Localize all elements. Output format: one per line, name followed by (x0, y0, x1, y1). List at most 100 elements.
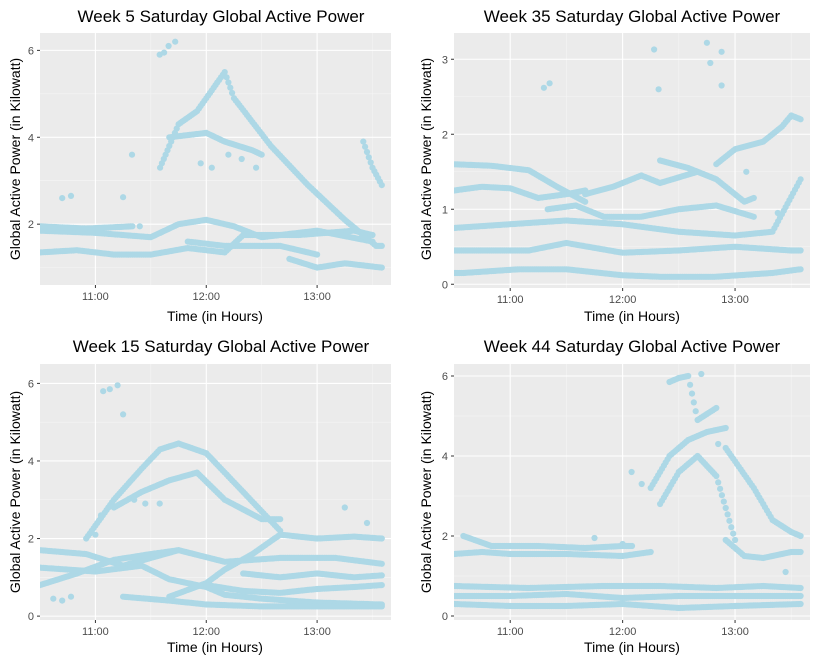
data-point (120, 194, 127, 201)
data-point (724, 511, 731, 518)
x-tick-label: 13:00 (303, 291, 331, 303)
y-tick-label: 6 (28, 378, 34, 390)
y-tick-label: 0 (442, 279, 448, 291)
data-points (40, 382, 385, 610)
data-point (131, 496, 138, 503)
data-point (208, 164, 215, 171)
x-tick-label: 12:00 (609, 294, 637, 306)
x-tick-label: 11:00 (82, 626, 109, 638)
data-point (378, 560, 385, 567)
data-point (728, 524, 735, 531)
chart-panel-week5: Week 5 Saturday Global Active Power 11:0… (7, 7, 391, 324)
data-point (378, 182, 385, 189)
data-point (726, 517, 733, 524)
data-point (100, 388, 107, 395)
data-point (378, 572, 385, 579)
data-points (454, 370, 804, 612)
x-tick-label: 13:00 (303, 626, 331, 638)
data-point (378, 535, 385, 542)
panel-content-week35: 11:00 12:00 13:00 0 1 2 3 (442, 33, 810, 306)
data-point (655, 86, 662, 93)
data-point (715, 440, 722, 448)
x-tick-label: 11:00 (82, 291, 109, 303)
y-tick-label: 2 (28, 219, 34, 231)
y-axis-label-week35: Global Active Power (in Kilowatt) (418, 58, 434, 260)
y-axis-label-week44: Global Active Power (in Kilowatt) (418, 391, 434, 593)
data-point (363, 519, 371, 527)
data-point (782, 568, 789, 576)
data-point (628, 542, 636, 550)
data-point (97, 512, 105, 519)
panel-content-week15: 11:00 12:00 13:00 0 2 4 6 (28, 364, 391, 638)
data-point (120, 411, 127, 418)
data-point (797, 548, 804, 556)
data-point (225, 79, 232, 86)
data-point (750, 213, 757, 220)
data-point (797, 532, 804, 540)
x-tick-label: 13:00 (721, 294, 749, 306)
data-point (67, 593, 75, 600)
y-tick-label: 2 (442, 531, 448, 543)
data-point (238, 155, 245, 163)
data-point (713, 472, 720, 480)
data-point (378, 264, 385, 271)
data-point (360, 138, 367, 145)
panel-content-week44: 11:00 12:00 13:00 0 2 4 6 (442, 364, 810, 638)
y-tick-label: 2 (442, 129, 448, 141)
x-axis-label-week5: Time (in Hours) (167, 308, 263, 324)
y-tick-label: 1 (442, 204, 448, 216)
data-point (732, 536, 739, 544)
x-tick-label: 12:00 (609, 626, 637, 638)
chart-title-week5: Week 5 Saturday Global Active Power (78, 7, 365, 26)
y-tick-label: 3 (442, 54, 448, 66)
data-point (730, 530, 737, 537)
data-point (591, 534, 598, 542)
x-tick-label: 12:00 (192, 626, 220, 638)
data-point (546, 80, 553, 87)
x-tick-label: 12:00 (192, 291, 220, 303)
chart-title-week44: Week 44 Saturday Global Active Power (484, 337, 781, 356)
data-point (314, 251, 321, 258)
data-point (797, 600, 804, 608)
x-axis-label-week15: Time (in Hours) (167, 639, 263, 655)
data-point (797, 584, 804, 592)
data-point (717, 485, 724, 492)
data-point (197, 160, 204, 167)
data-point (628, 468, 635, 476)
data-point (59, 195, 66, 202)
data-point (367, 159, 374, 166)
data-point (718, 82, 725, 89)
data-point (685, 372, 692, 380)
data-point (638, 480, 645, 488)
data-point (651, 46, 658, 53)
data-point (797, 266, 804, 273)
y-axis-label-week15: Global Active Power (in Kilowatt) (7, 391, 23, 593)
data-point (227, 84, 234, 91)
data-point (692, 408, 699, 415)
data-point (797, 176, 804, 183)
data-point (92, 531, 99, 538)
data-point (797, 116, 804, 123)
data-point (253, 164, 260, 171)
data-point (743, 168, 750, 175)
data-point (67, 192, 75, 199)
data-point (128, 151, 136, 158)
x-axis-label-week44: Time (in Hours) (584, 639, 680, 655)
data-point (647, 548, 654, 556)
data-point (582, 198, 589, 205)
data-point (129, 223, 136, 230)
data-point (687, 381, 694, 388)
data-point (797, 247, 804, 254)
data-point (722, 504, 729, 512)
data-point (106, 386, 113, 393)
data-point (365, 154, 372, 161)
data-point (715, 479, 722, 486)
data-point (707, 59, 714, 67)
data-point (369, 231, 376, 239)
data-point (690, 399, 697, 406)
data-point (713, 404, 720, 412)
data-point (363, 148, 371, 156)
data-point (258, 151, 265, 158)
y-tick-label: 4 (442, 451, 448, 463)
